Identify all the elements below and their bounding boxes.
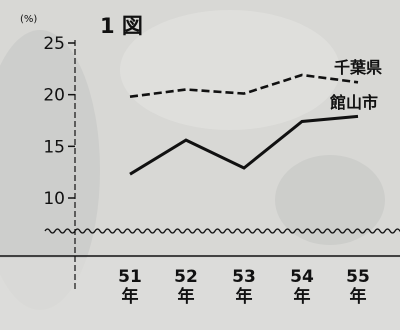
y-axis-unit: (%) [20,14,37,25]
y-tick-label: 10 [43,189,65,209]
series-lines [129,73,359,176]
x-tick-unit: 年 [236,286,253,307]
x-tick-label: 51 年 [118,267,142,307]
x-tick-year: 55 [346,267,370,287]
series-line-tateyama [129,114,359,176]
x-tick-unit: 年 [122,286,139,307]
series-label-tateyama: 館山市 [330,93,378,112]
x-tick-year: 52 [174,267,198,287]
series-label-chiba: 千葉県 [334,58,382,77]
x-tick-unit: 年 [294,286,311,307]
texture-shape [120,10,340,130]
texture-shape [0,258,400,330]
x-tick-unit: 年 [178,286,195,307]
y-tick-label: 15 [43,137,65,157]
y-tick-label: 20 [43,86,65,106]
y-tick-label: 25 [43,34,65,54]
x-tick-label: 52 年 [174,267,198,307]
x-tick-year: 51 [118,267,142,287]
x-tick-unit: 年 [350,286,367,307]
x-tick-label: 53 年 [232,267,256,307]
axis-break-wave [44,228,400,234]
chart-title: 1 図 [100,14,143,38]
x-tick-year: 54 [290,267,314,287]
x-tick-label: 55 年 [346,267,370,307]
x-tick-year: 53 [232,267,256,287]
texture-shape [275,155,385,245]
x-tick-label: 54 年 [290,267,314,307]
series-line-chiba [129,73,359,98]
